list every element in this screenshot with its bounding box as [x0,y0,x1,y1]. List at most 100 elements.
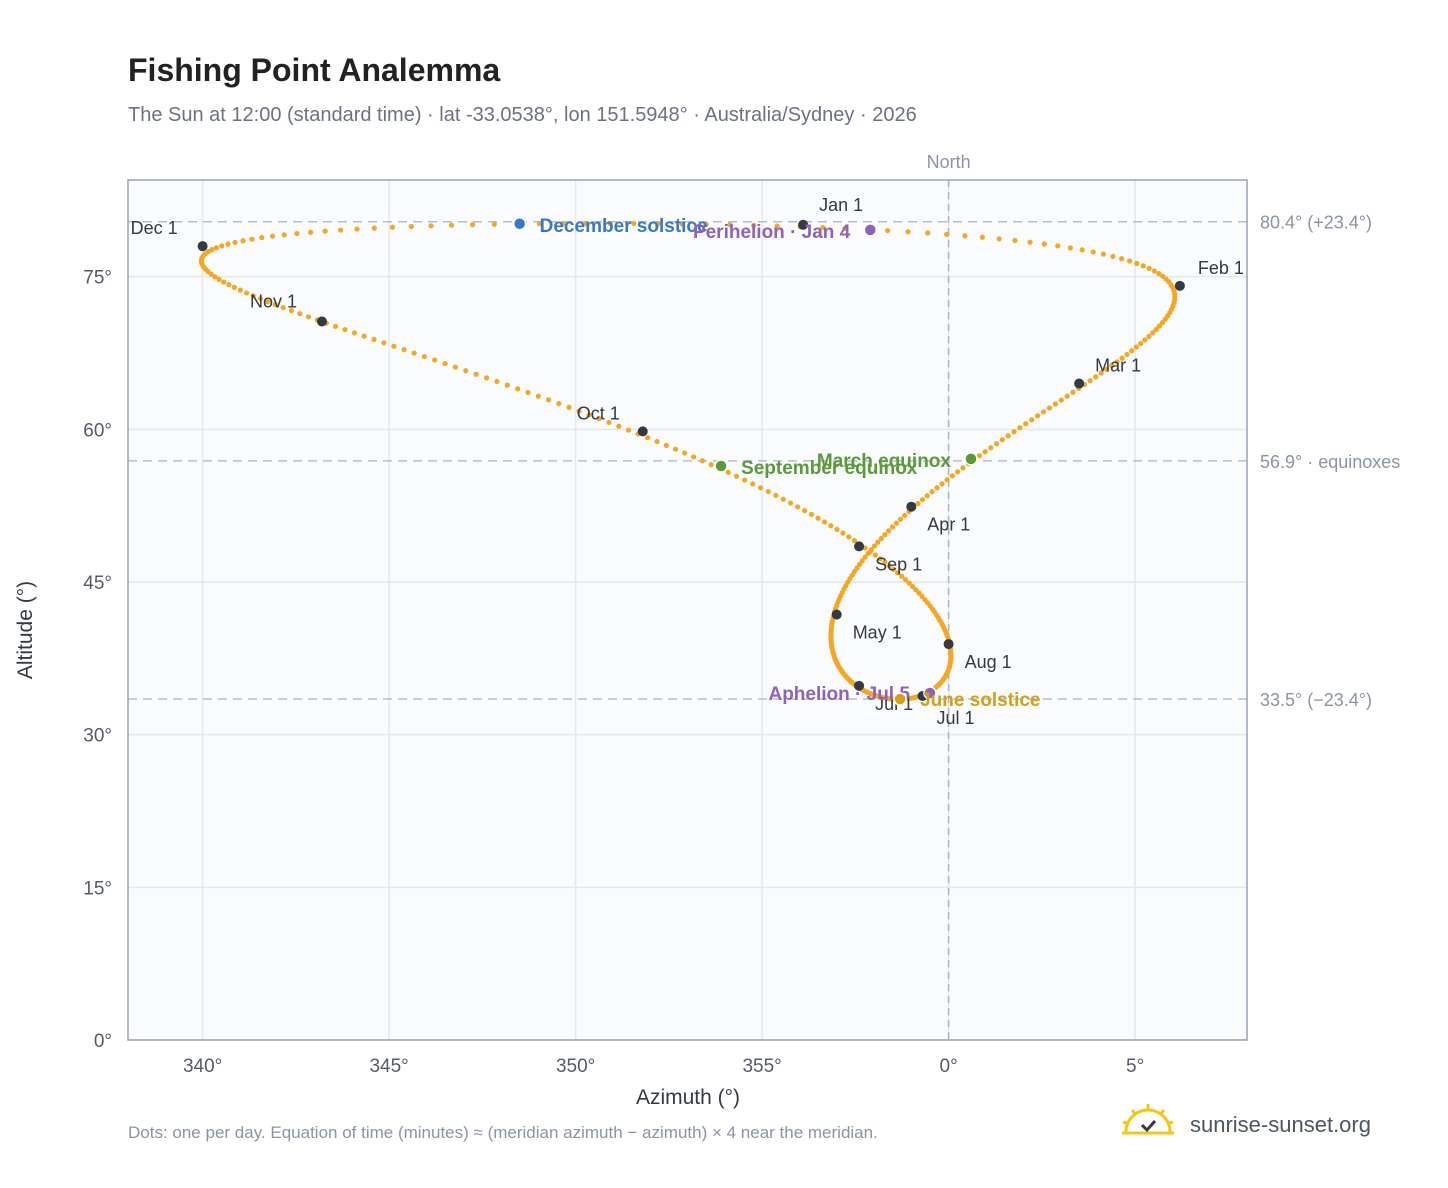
analemma-day-dot [725,469,731,475]
analemma-day-dot [834,526,840,533]
analemma-day-dot [294,230,300,237]
analemma-day-dot [249,236,255,242]
analemma-day-dot [924,493,930,499]
analemma-day-dot [225,241,231,247]
axes: 340° 345° 350° 355° 0° 5° 0° 15° 30° 45° 60° 75° Azi… [14,268,1144,1109]
analemma-day-dot [209,247,215,253]
analemma-day-dot [925,230,931,236]
month-marker-label: Mar 1 [1095,356,1141,376]
event-marker [714,459,728,473]
analemma-day-dot [672,446,679,452]
analemma-day-dot [944,231,950,237]
analemma-day-dot [1100,251,1107,257]
y-tick-label: 60° [83,420,112,441]
analemma-day-dot [371,225,377,231]
analemma-day-dot [654,438,660,445]
analemma-day-dot [802,508,808,514]
analemma-day-dot [1124,351,1130,358]
analemma-day-dot [250,293,256,299]
analemma-day-dot [899,573,905,579]
analemma-day-dot [237,287,243,293]
analemma-day-dot [1119,256,1125,262]
analemma-day-dot [1029,417,1035,423]
analemma-day-dot [751,222,757,229]
analemma-day-dot [875,539,881,545]
y-tick-label: 15° [83,878,112,899]
analemma-day-dot [929,489,935,495]
analemma-day-dot [1090,249,1096,255]
analemma-day-dot [583,220,589,227]
analemma-day-dot [536,221,542,227]
analemma-day-dot [411,350,417,356]
analemma-day-dot [307,229,314,235]
analemma-day-dot [322,228,328,234]
analemma-day-dot [269,233,276,239]
analemma-day-dot [944,477,950,483]
event-label: Aphelion · Jul 5 [768,684,910,705]
analemma-day-dot [862,554,868,560]
analemma-day-dot [1110,253,1116,259]
event-marker [923,686,937,700]
analemma-day-dot [504,382,510,388]
brand-logo[interactable]: sunrise-sunset.org [1120,1102,1390,1146]
analemma-path [198,220,1178,702]
analemma-day-dot [1017,425,1023,431]
analemma-day-dot [231,284,237,290]
y-tick-label: 75° [83,268,112,289]
reference-lines: North 80.4° (+23.4°) 56.9° · equinoxes 33.5… [128,152,1400,1040]
analemma-day-dot [699,458,706,464]
analemma-day-dot [232,239,238,246]
analemma-day-dot [795,504,801,510]
analemma-day-dot [886,563,892,569]
analemma-day-dot [1041,241,1047,247]
analemma-day-dot [452,364,458,370]
analemma-day-dot [871,543,878,549]
analemma-day-dot [607,220,613,227]
analemma-day-dot [982,449,988,455]
reference-line-label: 80.4° (+23.4°) [1260,213,1372,233]
y-tick-label: 30° [83,726,112,747]
plot-frame [127,179,1248,1041]
analemma-day-dot [305,314,312,320]
month-marker [854,680,865,691]
analemma-day-dot [448,222,455,228]
analemma-day-dot [910,583,916,590]
analemma-day-dot [1129,348,1135,354]
analemma-day-dot [389,224,395,230]
analemma-day-dot [859,558,865,564]
analemma-day-dot [1103,366,1110,372]
analemma-day-dot [960,465,966,471]
x-tick-label: 350° [556,1056,595,1077]
reference-line-label: 56.9° · equinoxes [1260,452,1400,472]
analemma-day-dot [1093,374,1099,380]
analemma-day-dot [226,282,232,288]
analemma-day-dot [856,561,863,568]
analemma-day-dot [1064,393,1070,399]
analemma-day-dot [846,534,852,540]
analemma-day-dot [999,437,1005,443]
analemma-day-dot [631,220,637,227]
analemma-day-dot [342,326,348,333]
analemma-day-dot [338,227,344,233]
analemma-day-dot [1052,401,1058,407]
event-marker [512,217,527,231]
analemma-day-dot [993,441,1000,447]
analemma-day-dot [882,532,888,538]
analemma-day-dot [596,416,602,422]
analemma-day-dot [962,233,968,239]
analemma-day-dot [1126,258,1133,264]
chart-title: Fishing Point Analemma [128,52,501,88]
analemma-day-dot [1087,378,1093,384]
analemma-day-dot [265,299,271,305]
analemma-day-dot [1146,333,1152,340]
analemma-day-dot [727,222,733,228]
analemma-day-dot [473,371,479,377]
month-marker-label: Jan 1 [819,195,863,215]
analemma-day-dot [1156,271,1162,277]
month-marker [316,316,327,327]
analemma-day-dot [297,311,303,317]
x-tick-label: 0° [940,1056,958,1077]
analemma-day-dot [257,296,263,302]
analemma-day-dot [288,308,294,314]
event-label: March equinox [817,451,952,472]
